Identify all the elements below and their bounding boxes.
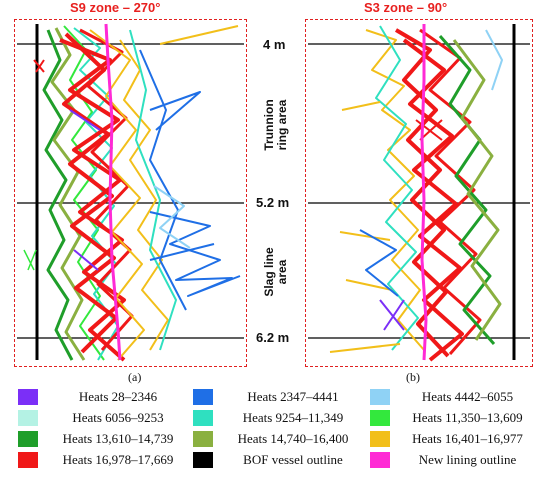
panel-a-traces	[23, 25, 241, 362]
panel-a-title: S9 zone – 270°	[70, 0, 161, 15]
panel-a-sublabel: (a)	[128, 370, 142, 384]
depth-label-4m: 4 m	[260, 38, 289, 52]
legend-item: BOF vessel outline	[193, 452, 373, 468]
legend-item: Heats 4442–6055	[370, 389, 545, 405]
legend-label: Heats 9254–11,349	[242, 410, 344, 425]
new-lining-outline-a	[104, 23, 122, 361]
legend-swatch	[18, 389, 38, 405]
legend-swatch	[193, 452, 213, 468]
legend-item: Heats 11,350–13,609	[370, 410, 545, 426]
legend-swatch	[193, 431, 213, 447]
new-lining-outline-b	[420, 24, 428, 361]
legend-item: New lining outline	[370, 452, 545, 468]
panel-a-frame	[14, 19, 247, 367]
legend-label: Heats 4442–6055	[421, 389, 514, 404]
legend-item: Heats 13,610–14,739	[18, 431, 198, 447]
legend-label: Heats 13,610–14,739	[62, 431, 174, 446]
panel-b-traces	[329, 25, 503, 362]
legend-item: Heats 16,401–16,977	[370, 431, 545, 447]
legend-item: Heats 14,740–16,400	[193, 431, 373, 447]
depth-label-6-2m: 6.2 m	[253, 331, 293, 345]
legend-label: Heats 11,350–13,609	[412, 410, 523, 425]
legend-label: Heats 16,978–17,669	[62, 452, 174, 467]
legend-label: Heats 14,740–16,400	[237, 431, 349, 446]
legend-item: Heats 9254–11,349	[193, 410, 373, 426]
legend-item: Heats 16,978–17,669	[18, 452, 198, 468]
depth-label-5-2m: 5.2 m	[253, 196, 293, 210]
legend-swatch	[370, 452, 390, 468]
legend-swatch	[18, 431, 38, 447]
legend-item: Heats 28–2346	[18, 389, 198, 405]
panel-b-title: S3 zone – 90°	[364, 0, 448, 15]
legend-item: Heats 6056–9253	[18, 410, 198, 426]
slag-line-area-label: Slag line area	[262, 247, 289, 297]
legend-swatch	[193, 410, 213, 426]
legend-item: Heats 2347–4441	[193, 389, 373, 405]
legend-label: Heats 6056–9253	[72, 410, 164, 425]
legend-label: Heats 16,401–16,977	[412, 431, 523, 446]
panel-b-frame	[305, 19, 533, 367]
legend-swatch	[193, 389, 213, 405]
legend-swatch	[370, 410, 390, 426]
legend-swatch	[370, 431, 390, 447]
legend-swatch	[370, 389, 390, 405]
legend-label: Heats 2347–4441	[247, 389, 339, 404]
trunnion-ring-area-label: Trunnion ring area	[262, 99, 289, 151]
legend-label: BOF vessel outline	[243, 452, 343, 467]
legend-swatch	[18, 410, 38, 426]
panel-b-sublabel: (b)	[406, 370, 420, 384]
legend-label: New lining outline	[418, 452, 517, 467]
legend-swatch	[18, 452, 38, 468]
legend-label: Heats 28–2346	[78, 389, 158, 404]
